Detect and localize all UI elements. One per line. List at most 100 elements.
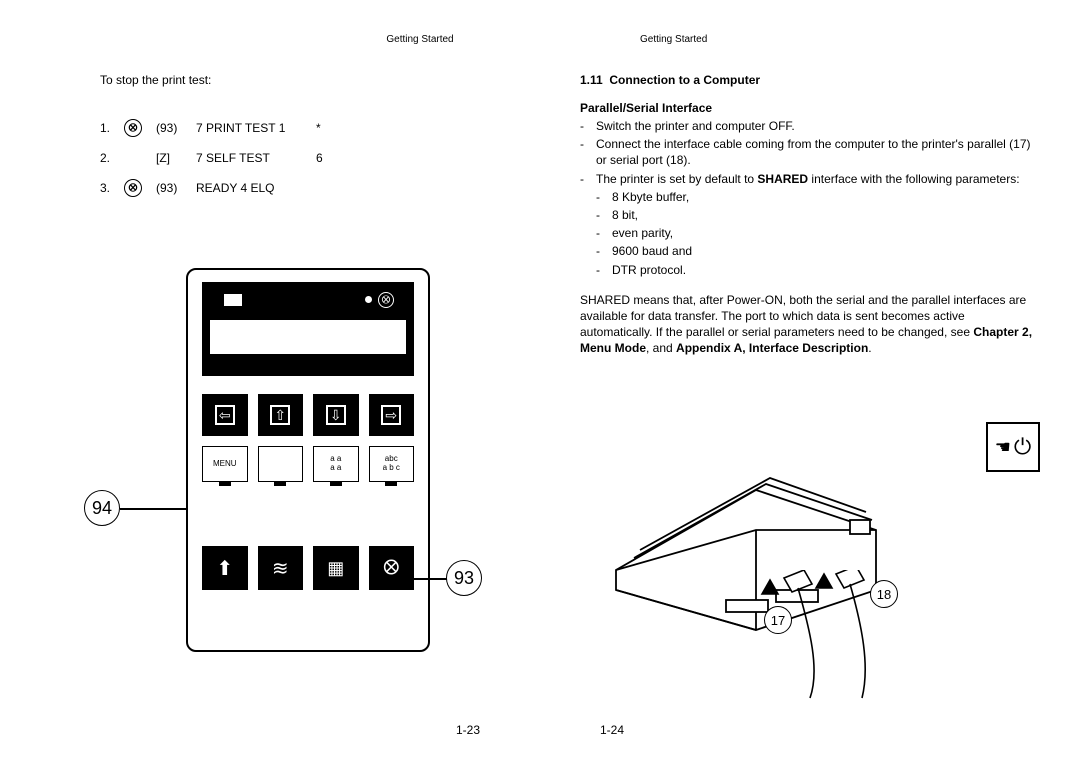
step-row: 3. ⭙ (93) READY 4 ELQ	[100, 179, 366, 197]
sub-bullet-text: 8 bit,	[612, 207, 638, 223]
stop-button: ⭙	[369, 546, 415, 590]
para-text: SHARED means that, after Power-ON, both …	[580, 293, 1026, 339]
power-off-box: ☚ ⏻	[986, 422, 1040, 472]
sub-bullet-text: DTR protocol.	[612, 262, 686, 278]
step-value: 6	[316, 151, 366, 165]
label-row: MENU a a a a abc a b c	[202, 446, 414, 482]
step-text: READY 4 ELQ	[196, 179, 366, 197]
tractor-button: ▦	[313, 546, 359, 590]
dash-icon: -	[596, 189, 612, 205]
step-ref: [Z]	[156, 151, 196, 165]
step-row: 2. [Z] 7 SELF TEST 6	[100, 151, 366, 165]
para-mid: , and	[646, 341, 676, 355]
sub-bullet-text: 9600 baud and	[612, 243, 692, 259]
dash-icon: -	[580, 136, 596, 168]
dash-icon: -	[596, 243, 612, 259]
page-footer-right: 1-24	[600, 723, 624, 737]
page-header-right: Getting Started	[640, 34, 1040, 45]
sub-bullet-text: even parity,	[612, 225, 673, 241]
arrow-up-icon: ⇧	[270, 405, 290, 425]
step-icon-cell: ⭙	[124, 179, 156, 197]
step-icon-cell: ⭙	[124, 119, 156, 137]
arrow-right-icon: ⇨	[381, 405, 401, 425]
intro-text: To stop the print test:	[40, 73, 500, 87]
callout-18: 18	[870, 580, 898, 608]
bullet-item: -The printer is set by default to SHARED…	[580, 171, 1040, 187]
section-title: 1.11 Connection to a Computer	[580, 73, 1040, 87]
lcd-indicator-icon	[224, 294, 242, 306]
dash-icon: -	[580, 118, 596, 134]
page-left: Getting Started To stop the print test: …	[0, 0, 540, 763]
step-text: 7 PRINT TEST 1	[196, 119, 316, 137]
bullet-list: -Switch the printer and computer OFF. -C…	[580, 118, 1040, 187]
control-panel-diagram: ⭙ ⇦ ⇧ ⇩ ⇨ MENU a a a a abc a b c ⬆	[130, 268, 510, 652]
arrow-down-icon: ⇩	[326, 405, 346, 425]
menu-button: MENU	[202, 446, 248, 482]
sub-bullet-item: -8 Kbyte buffer,	[596, 189, 1040, 205]
page-right: Getting Started 1.11 Connection to a Com…	[540, 0, 1080, 763]
paper-icon: ≋	[272, 556, 289, 581]
sub-bullet-text: 8 Kbyte buffer,	[612, 189, 689, 205]
lcd-screen	[210, 320, 406, 354]
feed-up-button: ⬆	[202, 546, 248, 590]
step-icon-cell	[124, 151, 156, 165]
tractor-icon: ▦	[327, 558, 344, 579]
lcd-led-icon	[365, 296, 372, 303]
dash-icon: -	[596, 262, 612, 278]
panel-box: ⭙ ⇦ ⇧ ⇩ ⇨ MENU a a a a abc a b c ⬆	[186, 268, 430, 652]
step-text: 7 SELF TEST	[196, 151, 316, 165]
section-title-text: Connection to a Computer	[609, 73, 760, 87]
stop-icon: ⭙	[124, 179, 142, 197]
arrow-row: ⇦ ⇧ ⇩ ⇨	[202, 394, 414, 436]
page-header-left: Getting Started	[340, 34, 500, 45]
hand-icon: ☚	[995, 437, 1011, 458]
dash-icon: -	[596, 207, 612, 223]
feed-up-icon: ⬆	[216, 556, 233, 581]
button-grid: ⇦ ⇧ ⇩ ⇨ MENU a a a a abc a b c	[202, 394, 414, 504]
paper-button: ≋	[258, 546, 304, 590]
cables-svg-icon	[750, 570, 930, 700]
font-aa-label: a a a a	[330, 455, 341, 473]
arrow-up-button: ⇧	[258, 394, 304, 436]
bullet-text: The printer is set by default to SHARED …	[596, 171, 1020, 187]
bottom-button-row: ⬆ ≋ ▦ ⭙	[202, 546, 414, 590]
bullet-item: -Switch the printer and computer OFF.	[580, 118, 1040, 134]
section-number: 1.11	[580, 73, 603, 87]
step-number: 1.	[100, 119, 124, 137]
callout-17: 17	[764, 606, 792, 634]
sub-bullet-item: -9600 baud and	[596, 243, 1040, 259]
sub-bullet-list: -8 Kbyte buffer, -8 bit, -even parity, -…	[596, 189, 1040, 278]
subsection-title: Parallel/Serial Interface	[580, 101, 1040, 115]
bullet-text: Switch the printer and computer OFF.	[596, 118, 795, 134]
blank-button	[258, 446, 304, 482]
stop-button-icon: ⭙	[383, 557, 399, 580]
callout-94-lead	[120, 508, 186, 510]
step-ref: (93)	[156, 119, 196, 137]
step-ref: (93)	[156, 179, 196, 197]
arrow-right-button: ⇨	[369, 394, 415, 436]
power-icon: ⏻	[1014, 434, 1031, 460]
dash-icon: -	[596, 225, 612, 241]
bullet-text: Connect the interface cable coming from …	[596, 136, 1040, 168]
sub-bullet-item: -even parity,	[596, 225, 1040, 241]
font-abc-button: abc a b c	[369, 446, 415, 482]
callout-93: 93	[446, 560, 482, 596]
font-aa-button: a a a a	[313, 446, 359, 482]
para-bold-2: Appendix A, Interface Description	[676, 341, 868, 355]
callout-94: 94	[84, 490, 120, 526]
step-number: 2.	[100, 151, 124, 165]
page-footer-left: 1-23	[456, 723, 480, 737]
dash-icon: -	[580, 171, 596, 187]
stop-icon: ⭙	[124, 119, 142, 137]
step-value: *	[316, 119, 366, 137]
step-row: 1. ⭙ (93) 7 PRINT TEST 1 *	[100, 119, 366, 137]
sub-bullet-item: -8 bit,	[596, 207, 1040, 223]
printer-diagram: ☚ ⏻	[580, 420, 1040, 700]
stop-icon: ⭙	[378, 292, 394, 308]
arrow-left-button: ⇦	[202, 394, 248, 436]
callout-93-lead	[372, 578, 447, 580]
steps-table: 1. ⭙ (93) 7 PRINT TEST 1 * 2. [Z] 7 SELF…	[100, 105, 366, 211]
bullet-item: -Connect the interface cable coming from…	[580, 136, 1040, 168]
font-abc-label: abc a b c	[383, 455, 400, 473]
para-end: .	[868, 341, 871, 355]
